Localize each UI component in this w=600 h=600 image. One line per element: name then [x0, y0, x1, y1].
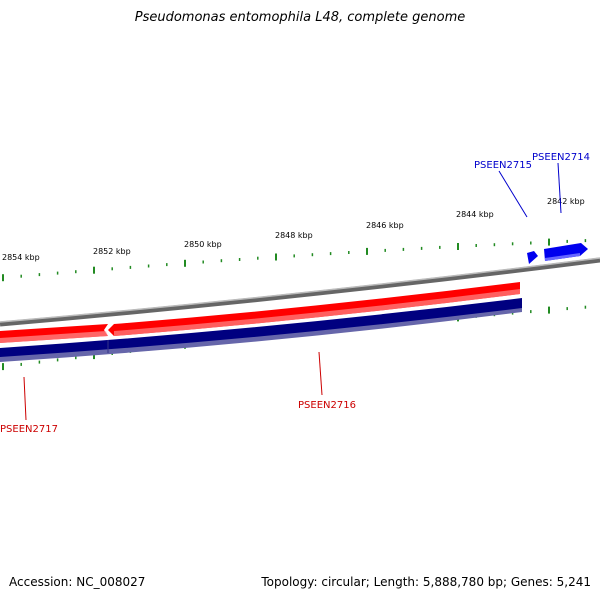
scale-labels: 2854 kbp 2852 kbp 2850 kbp 2848 kbp 2846…	[2, 197, 585, 262]
genome-title: Pseudomonas entomophila L48, complete ge…	[134, 10, 466, 25]
gene-label-pseen2717[interactable]: PSEEN2717	[0, 424, 58, 435]
scale-label-2850: 2850 kbp	[184, 240, 222, 249]
leader-pseen2716	[318, 351, 323, 396]
scale-label-2842: 2842 kbp	[547, 197, 585, 206]
gene-pseen2715-reverse[interactable]	[527, 251, 538, 264]
scale-label-2848: 2848 kbp	[275, 231, 313, 240]
scale-label-2852: 2852 kbp	[93, 247, 131, 256]
genome-summary-text: Topology: circular; Length: 5,888,780 bp…	[261, 575, 591, 589]
gene-pseen2716-forward[interactable]	[108, 282, 520, 336]
gene-label-pseen2716[interactable]: PSEEN2716	[298, 400, 356, 411]
reverse-strand-bar	[0, 298, 522, 360]
accession-text: Accession: NC_008027	[9, 575, 146, 589]
leader-pseen2717	[23, 376, 27, 421]
gene-label-pseen2715[interactable]: PSEEN2715	[474, 160, 532, 171]
genome-backbone	[0, 257, 600, 327]
scale-label-2854: 2854 kbp	[2, 253, 40, 262]
gene-pseen2714-reverse[interactable]	[544, 243, 588, 261]
scale-label-2844: 2844 kbp	[456, 210, 494, 219]
gene-label-pseen2714[interactable]: PSEEN2714	[532, 152, 590, 163]
outer-scale-ticks	[2, 238, 587, 282]
leader-pseen2715	[498, 170, 528, 218]
scale-label-2846: 2846 kbp	[366, 221, 404, 230]
leader-pseen2714	[557, 162, 562, 214]
